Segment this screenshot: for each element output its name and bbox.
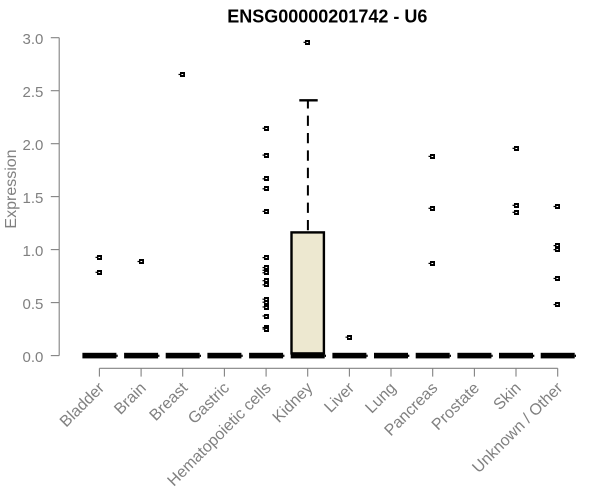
svg-text:ENSG00000201742 - U6: ENSG00000201742 - U6 — [227, 7, 427, 27]
svg-text:0.5: 0.5 — [23, 296, 44, 313]
svg-text:0.0: 0.0 — [23, 349, 44, 366]
svg-text:3.0: 3.0 — [23, 31, 44, 48]
svg-text:Expression: Expression — [3, 149, 20, 228]
svg-text:2.0: 2.0 — [23, 137, 44, 154]
svg-text:2.5: 2.5 — [23, 84, 44, 101]
svg-text:1.0: 1.0 — [23, 243, 44, 260]
svg-text:1.5: 1.5 — [23, 190, 44, 207]
